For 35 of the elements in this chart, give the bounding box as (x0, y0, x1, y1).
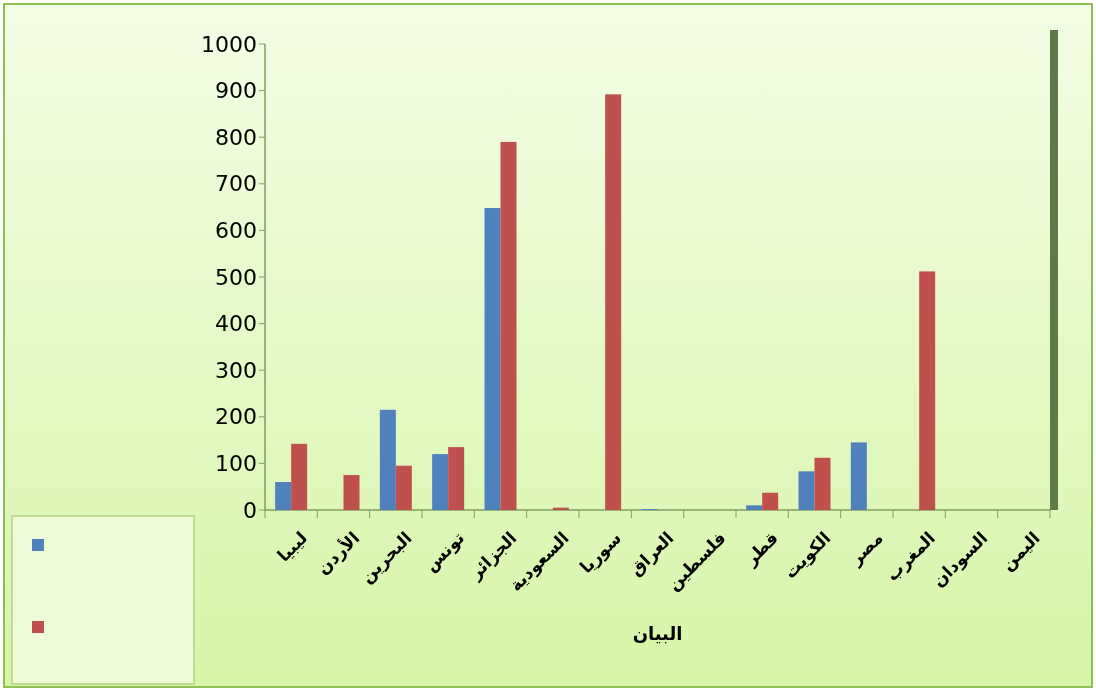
bar (275, 482, 292, 510)
bar (919, 271, 936, 510)
bar (291, 443, 308, 510)
x-tick-label: اليمن (997, 527, 1045, 576)
bar (762, 492, 779, 510)
bar (798, 471, 815, 510)
bar (484, 208, 501, 510)
bar (605, 94, 622, 510)
y-tick-label: 600 (215, 217, 257, 243)
y-tick-label: 300 (215, 357, 257, 383)
y-tick-label: 200 (215, 404, 257, 430)
bar (746, 505, 763, 510)
bar (379, 409, 396, 510)
y-tick-label: 400 (215, 311, 257, 337)
x-tick-label: العراق (625, 527, 679, 581)
y-tick-label: 0 (243, 497, 257, 523)
bar (432, 454, 449, 510)
x-tick-label: تونس (420, 527, 469, 577)
bar (850, 442, 867, 510)
bar (500, 141, 517, 510)
y-tick-label: 1000 (201, 31, 257, 57)
bar (395, 465, 412, 510)
x-tick-label: مصر (845, 527, 888, 571)
y-tick-label: 700 (215, 171, 257, 197)
x-tick-label: سوريا (575, 527, 626, 578)
x-tick-label: ليبيا (273, 527, 312, 566)
bar (343, 475, 360, 510)
y-tick-label: 500 (215, 264, 257, 290)
y-tick-label: 100 (215, 450, 257, 476)
bar (448, 447, 465, 510)
y-tick-label: 900 (215, 78, 257, 104)
bar (814, 457, 831, 510)
y-tick-label: 800 (215, 124, 257, 150)
x-axis-title: البيان (632, 623, 683, 644)
x-tick-label: الأردن (312, 527, 364, 579)
